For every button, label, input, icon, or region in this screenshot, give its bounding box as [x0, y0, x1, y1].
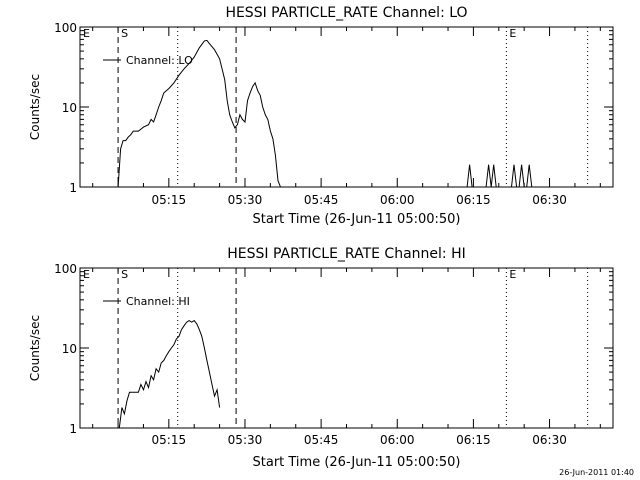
x-tick-label: 05:30 — [228, 433, 263, 447]
series-line-0 — [118, 319, 221, 429]
x-tick-label: 06:30 — [532, 433, 567, 447]
marker-label: E — [509, 268, 516, 281]
y-axis-label: Counts/sec — [28, 315, 42, 381]
x-axis-label: Start Time (26-Jun-11 05:00:50) — [253, 455, 461, 470]
marker-label: S — [121, 268, 128, 281]
x-tick-label: 05:45 — [304, 193, 339, 207]
x-tick-label: 06:00 — [380, 193, 415, 207]
legend-label: Channel: LO — [126, 54, 193, 67]
y-tick-label: 1 — [69, 422, 77, 436]
x-tick-label: 06:15 — [456, 433, 491, 447]
plot-frame — [79, 26, 614, 188]
x-tick-label: 05:45 — [304, 433, 339, 447]
marker-label: E — [509, 27, 516, 40]
series-line-1 — [466, 164, 533, 188]
y-tick-label: 10 — [62, 101, 77, 115]
x-tick-label: 06:00 — [380, 433, 415, 447]
y-tick-label: 10 — [62, 342, 77, 356]
x-tick-label: 06:15 — [456, 193, 491, 207]
x-axis-label: Start Time (26-Jun-11 05:00:50) — [253, 212, 461, 227]
y-axis-label: Counts/sec — [28, 74, 42, 140]
marker-label: E — [83, 268, 90, 281]
chart-title: HESSI PARTICLE_RATE Channel: LO — [225, 5, 467, 21]
x-tick-label: 05:15 — [152, 433, 187, 447]
marker-label: E — [83, 27, 90, 40]
panel-hi: HESSI PARTICLE_RATE Channel: HI Counts/se… — [28, 246, 614, 470]
series-line-0 — [117, 39, 281, 188]
x-tick-label: 06:30 — [532, 193, 567, 207]
panel-lo: HESSI PARTICLE_RATE Channel: LO Counts/se… — [28, 5, 614, 227]
y-tick-label: 1 — [69, 181, 77, 195]
marker-label: S — [121, 27, 128, 40]
x-tick-label: 05:15 — [152, 193, 187, 207]
x-tick-label: 05:30 — [228, 193, 263, 207]
chart-title: HESSI PARTICLE_RATE Channel: HI — [227, 246, 465, 262]
plot-frame — [79, 267, 614, 429]
legend-label: Channel: HI — [126, 295, 190, 308]
footer-timestamp: 26-Jun-2011 01:40 — [559, 468, 634, 477]
y-tick-label: 100 — [54, 262, 77, 276]
y-tick-label: 100 — [54, 21, 77, 35]
